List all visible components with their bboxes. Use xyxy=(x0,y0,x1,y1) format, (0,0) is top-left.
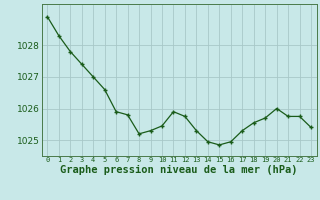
X-axis label: Graphe pression niveau de la mer (hPa): Graphe pression niveau de la mer (hPa) xyxy=(60,165,298,175)
